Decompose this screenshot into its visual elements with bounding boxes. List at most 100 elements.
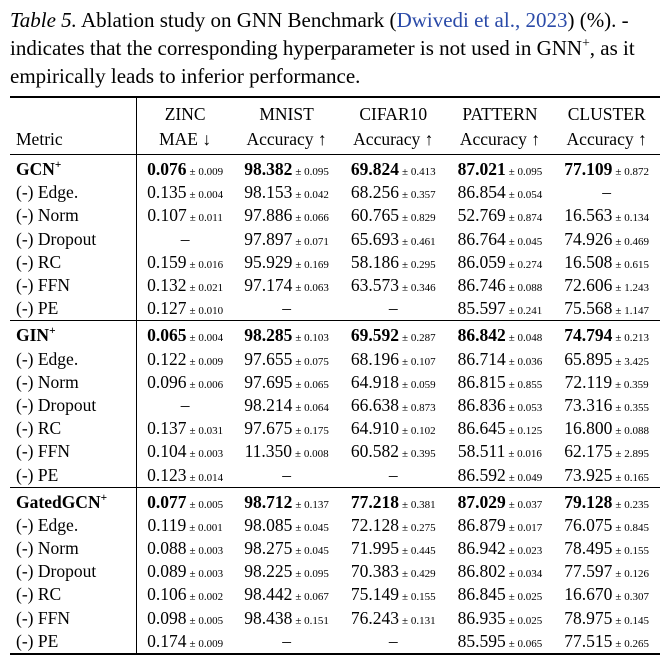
table-cell: 85.595 ± 0.065 — [447, 630, 554, 654]
table-cell: 76.243 ± 0.131 — [340, 607, 447, 630]
cell-value: 16.563 — [564, 205, 613, 226]
header-text: CIFAR10 — [359, 104, 428, 124]
cell-value: 58.511 — [457, 441, 506, 462]
cell-value: – — [282, 630, 291, 651]
table-cell: 86.592 ± 0.049 — [447, 463, 554, 487]
model-name: (-) PE — [16, 630, 59, 651]
cell-std: ± 0.126 — [615, 568, 649, 581]
table-cell: 0.096 ± 0.006 — [137, 371, 234, 394]
model-name: (-) Dropout — [16, 228, 97, 249]
table-cell: 69.824 ± 0.413 — [340, 155, 447, 182]
table-cell: 16.508 ± 0.615 — [553, 251, 660, 274]
model-name: (-) RC — [16, 584, 62, 605]
citation-link[interactable]: Dwivedi et al., 2023 — [396, 8, 568, 32]
table-row: (-) Edge. 0.122 ± 0.009 97.655 ± 0.075 68.196… — [10, 347, 660, 371]
cell-std: ± 0.025 — [508, 614, 543, 627]
cell-std: ± 0.003 — [189, 545, 224, 558]
cell-value: 0.076 — [147, 159, 187, 180]
cell-value: 78.495 — [564, 538, 613, 559]
cell-value: 0.137 — [147, 418, 187, 439]
caption-label: Table 5. — [10, 8, 77, 32]
table-row: (-) PE 0.123 ± 0.014– –86.592 ± 0.049 73.925 ±… — [10, 463, 660, 488]
cell-value: 86.802 — [457, 561, 506, 582]
caption: Table 5. Ablation study on GNN Benchmark… — [10, 6, 658, 90]
cell-std: ± 0.054 — [508, 189, 543, 202]
cell-value: 60.582 — [350, 441, 400, 462]
cell-std: ± 0.103 — [295, 332, 329, 345]
cell-std: ± 1.243 — [615, 282, 649, 295]
table-header: ZINC MNIST CIFAR10 PATTERN CLUSTER Metric MAE … — [10, 97, 660, 155]
cell-std: ± 0.413 — [402, 166, 436, 179]
row-label: (-) Edge. — [10, 181, 137, 205]
cell-std: ± 0.016 — [508, 448, 542, 461]
cell-std: ± 0.469 — [615, 235, 649, 248]
cell-std: ± 0.265 — [615, 637, 649, 650]
cell-value: 86.764 — [457, 228, 506, 249]
cell-std: ± 0.357 — [402, 189, 436, 202]
cell-value: 0.077 — [147, 491, 187, 512]
cell-value: 73.316 — [564, 394, 613, 415]
cell-std: ± 0.037 — [508, 498, 543, 511]
cell-std: ± 0.010 — [189, 305, 224, 318]
cell-std: ± 0.016 — [189, 258, 224, 271]
cell-value: 98.382 — [244, 159, 293, 180]
table-cell: 68.196 ± 0.107 — [340, 348, 447, 371]
table-cell: 98.225 ± 0.095 — [233, 560, 340, 583]
table-cell: 86.845 ± 0.025 — [447, 583, 554, 606]
row-label: (-) Norm — [10, 370, 137, 394]
cell-std: ± 0.107 — [402, 355, 436, 368]
table-cell: 0.076 ± 0.009 — [137, 155, 234, 182]
table-cell: 77.109 ± 0.872 — [553, 155, 660, 182]
cell-value: 74.794 — [564, 325, 613, 346]
table-cell: 0.107 ± 0.011 — [137, 204, 234, 227]
table-cell: 86.842 ± 0.048 — [447, 321, 554, 348]
cell-std: ± 0.295 — [402, 258, 436, 271]
cell-value: 77.218 — [350, 491, 400, 512]
row-label: (-) PE — [10, 629, 137, 654]
table-cell: 86.645 ± 0.125 — [447, 417, 554, 440]
caption-text: Ablation study on GNN Benchmark ( — [81, 8, 397, 32]
cell-value: 97.174 — [244, 275, 293, 296]
superscript: + — [582, 35, 590, 50]
cell-std: ± 0.151 — [295, 614, 329, 627]
table-cell: 72.128 ± 0.275 — [340, 514, 447, 537]
table-cell: 86.802 ± 0.034 — [447, 560, 554, 583]
cell-value: 85.597 — [457, 298, 506, 319]
cell-value: 0.119 — [147, 514, 187, 535]
header-cell: CLUSTER — [553, 97, 660, 127]
cell-std: ± 0.213 — [615, 332, 649, 345]
cell-std: ± 0.075 — [295, 355, 329, 368]
cell-value: 98.712 — [244, 491, 293, 512]
table-cell: 58.511 ± 0.016 — [447, 440, 554, 463]
row-label: (-) PE — [10, 463, 137, 488]
cell-std: ± 0.346 — [402, 282, 436, 295]
cell-value: 97.655 — [244, 348, 293, 369]
cell-value: – — [180, 394, 190, 415]
header-text: MNIST — [259, 104, 314, 124]
row-label: (-) Edge. — [10, 347, 137, 371]
table-cell: 60.765 ± 0.829 — [340, 204, 447, 227]
cell-value: 97.675 — [244, 418, 293, 439]
cell-value: 58.186 — [350, 251, 400, 272]
header-row: ZINC MNIST CIFAR10 PATTERN CLUSTER — [10, 97, 660, 127]
cell-value: 0.106 — [147, 584, 187, 605]
model-name: (-) FFN — [16, 607, 70, 628]
cell-value: 98.214 — [244, 394, 293, 415]
table-cell: 0.104 ± 0.003 — [137, 440, 234, 463]
model-name: (-) FFN — [16, 441, 70, 462]
cell-value: 75.149 — [350, 584, 400, 605]
table-row: (-) FFN 0.104 ± 0.003 11.350 ± 0.008 60.582 ± … — [10, 440, 660, 464]
table-row: (-) FFN 0.132 ± 0.021 97.174 ± 0.063 63.573 ± … — [10, 273, 660, 298]
row-group: GCN+ 0.076 ± 0.009 98.382 ± 0.095 69.824 ± 0.4… — [10, 154, 660, 321]
model-name: (-) Edge. — [16, 348, 79, 369]
model-name: (-) Norm — [16, 205, 79, 226]
cell-std: ± 0.088 — [508, 282, 543, 295]
cell-std: ± 0.009 — [189, 355, 224, 368]
cell-std: ± 0.134 — [615, 212, 649, 225]
table-cell: 86.746 ± 0.088 — [447, 274, 554, 297]
table-cell: 79.128 ± 0.235 — [553, 487, 660, 514]
cell-value: 78.975 — [564, 607, 613, 628]
header-text: MAE ↓ — [159, 129, 212, 149]
header-cell: ZINC — [137, 97, 234, 127]
cell-value: 86.845 — [457, 584, 506, 605]
